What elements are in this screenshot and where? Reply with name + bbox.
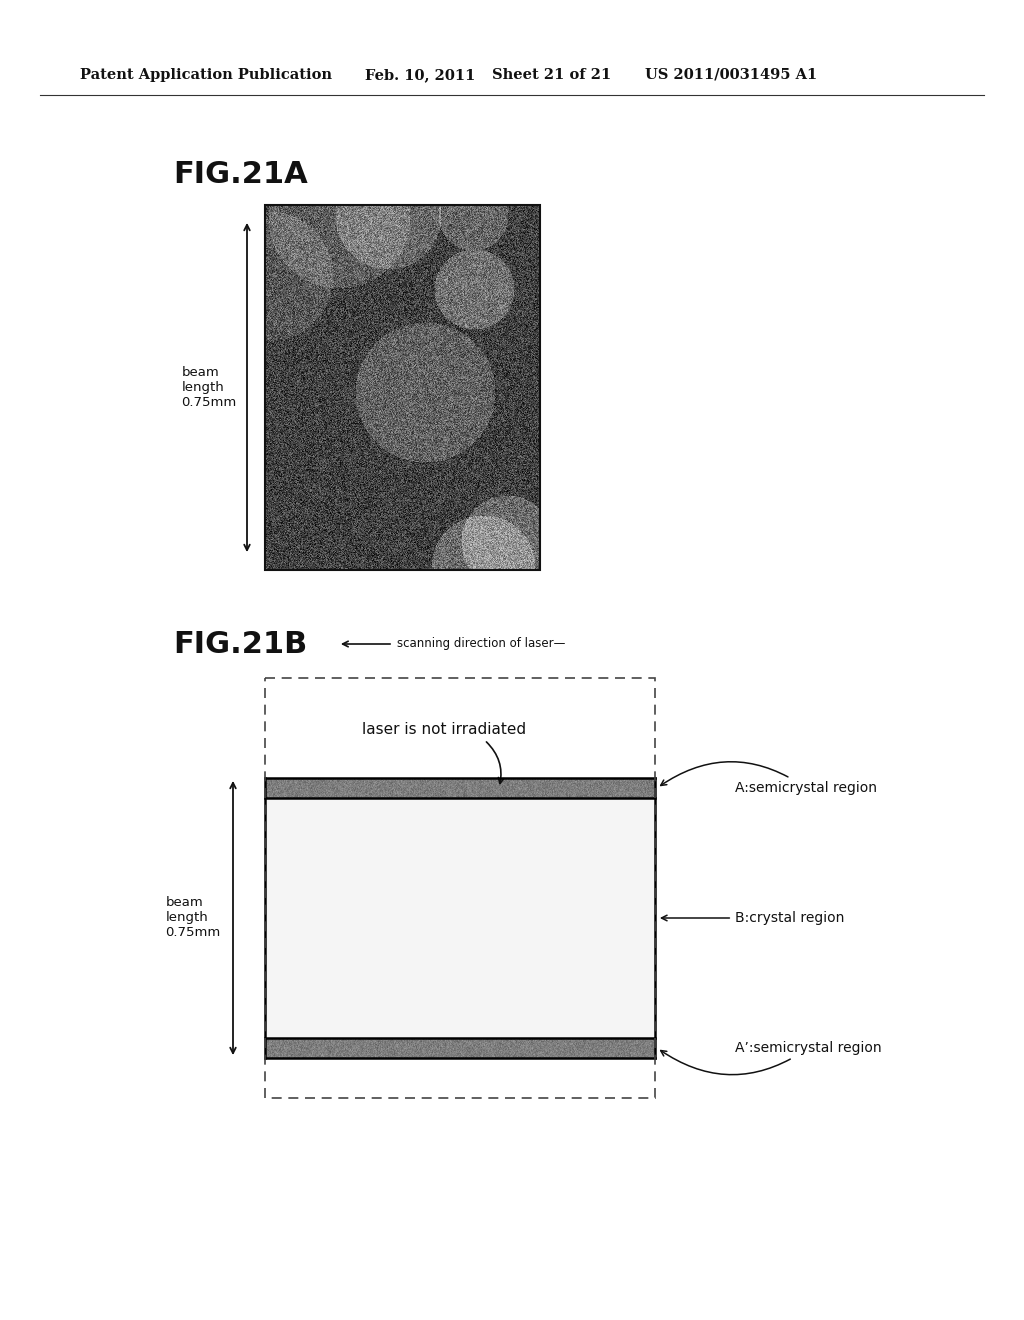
Text: FIG.21B: FIG.21B (173, 630, 307, 659)
Text: A:semicrystal region: A:semicrystal region (660, 762, 877, 795)
Text: beam
length
0.75mm: beam length 0.75mm (181, 366, 237, 409)
Bar (265, 678, 655, 1098)
Bar (265, 678, 655, 1098)
Bar (265, 799, 655, 1038)
Bar (265, 205, 540, 570)
Text: scanning direction of laser—: scanning direction of laser— (397, 638, 565, 651)
Text: Aʼ:semicrystal region: Aʼ:semicrystal region (660, 1041, 882, 1074)
Text: B:crystal region: B:crystal region (662, 911, 845, 925)
Text: FIG.21A: FIG.21A (173, 160, 308, 189)
Text: laser is not irradiated: laser is not irradiated (362, 722, 526, 738)
Text: beam
length
0.75mm: beam length 0.75mm (165, 896, 220, 940)
Text: Sheet 21 of 21: Sheet 21 of 21 (492, 69, 611, 82)
Text: US 2011/0031495 A1: US 2011/0031495 A1 (645, 69, 817, 82)
Text: Feb. 10, 2011: Feb. 10, 2011 (365, 69, 475, 82)
Text: Patent Application Publication: Patent Application Publication (80, 69, 332, 82)
